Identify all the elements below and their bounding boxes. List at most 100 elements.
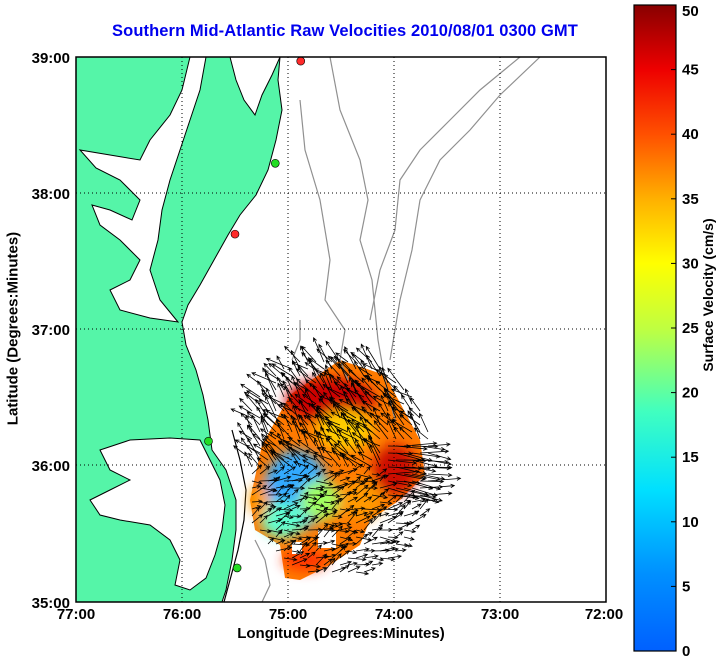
velocity-arrow [382,392,405,412]
velocity-arrow [339,526,353,531]
velocity-arrow [411,524,421,531]
velocity-arrow [371,472,381,477]
velocity-arrow [325,428,349,440]
velocity-arrow [259,488,277,496]
colorbar-tick-label: 20 [682,385,699,402]
velocity-arrow [347,463,364,475]
velocity-arrow [251,485,268,496]
y-tick-label: 37:00 [32,322,70,339]
radar-station-marker [296,57,306,66]
velocity-arrow [395,499,411,510]
velocity-arrow [275,520,286,531]
velocity-arrow [331,485,345,496]
x-tick-label: 73:00 [481,606,519,623]
velocity-arrow [311,371,325,391]
velocity-arrow [301,393,317,405]
velocity-arrow [427,472,453,478]
velocity-arrow [361,377,373,391]
y-tick-label: 36:00 [32,458,70,475]
velocity-arrow [308,382,325,398]
velocity-arrow [347,510,358,524]
velocity-arrow [395,548,407,553]
velocity-arrow [246,390,269,405]
velocity-arrow [330,411,357,426]
velocity-arrow [262,367,277,391]
velocity-arrow [299,477,311,489]
velocity-arrow [299,508,308,517]
velocity-arrow [387,540,401,545]
velocity-arrow [363,481,377,496]
velocity-arrow [299,541,308,552]
y-tick-label: 39:00 [32,50,70,67]
velocity-arrow [332,403,357,419]
velocity-arrow [292,359,301,377]
velocity-arrow [301,454,317,461]
velocity-arrow [331,471,341,482]
velocity-arrow [318,431,325,447]
x-axis-ticks: 77:00 76:00 75:00 74:00 73:00 72:00 [57,606,623,623]
velocity-arrow [245,414,253,433]
velocity-arrow [331,544,345,552]
velocity-arrow [387,494,398,503]
velocity-arrow [259,514,269,524]
velocity-arrow [393,426,405,440]
velocity-arrow [387,547,399,552]
radar-station-marker [230,229,240,239]
velocity-arrow [363,554,379,559]
velocity-arrow [331,446,341,461]
velocity-arrow [299,473,307,482]
velocity-arrow [408,407,421,419]
velocity-arrow [280,371,301,391]
velocity-arrow [331,529,350,534]
velocity-arrow [325,437,341,454]
velocity-arrow [347,550,358,555]
velocity-arrow [267,505,277,510]
velocity-arrow [363,536,378,545]
velocity-arrow [331,497,343,503]
velocity-arrow [372,395,389,405]
y-axis-ticks: 39:00 38:00 37:00 36:00 35:00 [32,50,70,612]
velocity-arrow [240,383,261,398]
velocity-arrow [275,484,285,496]
velocity-arrow [252,443,269,454]
velocity-arrow [275,492,288,503]
velocity-arrow [287,446,309,461]
velocity-arrow [259,465,271,475]
x-tick-label: 74:00 [375,606,413,623]
velocity-arrow [307,518,316,524]
velocity-arrow [351,406,373,426]
velocity-arrow [362,363,389,377]
velocity-arrow [291,551,305,559]
velocity-arrow [315,523,329,538]
velocity-arrow [387,419,397,440]
velocity-arrow [331,521,344,527]
velocity-arrow [291,536,303,541]
velocity-arrow [322,383,341,398]
velocity-arrow [238,405,261,419]
colorbar-tick-label: 5 [682,578,690,595]
velocity-arrow [331,514,343,519]
velocity-arrow [347,369,365,384]
velocity-arrow [359,415,373,440]
velocity-arrow [354,438,365,454]
velocity-arrow [307,537,318,545]
velocity-arrow [315,553,328,566]
velocity-arrow [361,400,381,412]
velocity-arrow [363,465,371,475]
colorbar-tick-label: 35 [682,191,699,208]
velocity-arrow [378,365,389,391]
velocity-arrow [403,536,415,541]
velocity-arrow [303,414,317,426]
colorbar-label: Surface Velocity (cm/s) [700,218,716,372]
velocity-arrow [267,476,281,489]
velocity-arrow [344,382,357,405]
velocity-arrow [373,420,389,440]
velocity-arrow [339,490,352,503]
velocity-arrow [323,470,335,475]
velocity-arrow [313,454,325,468]
velocity-arrow [395,543,410,548]
velocity-arrow [267,537,275,545]
velocity-arrow [339,504,355,517]
velocity-arrow [413,427,429,440]
velocity-arrow [276,355,285,370]
